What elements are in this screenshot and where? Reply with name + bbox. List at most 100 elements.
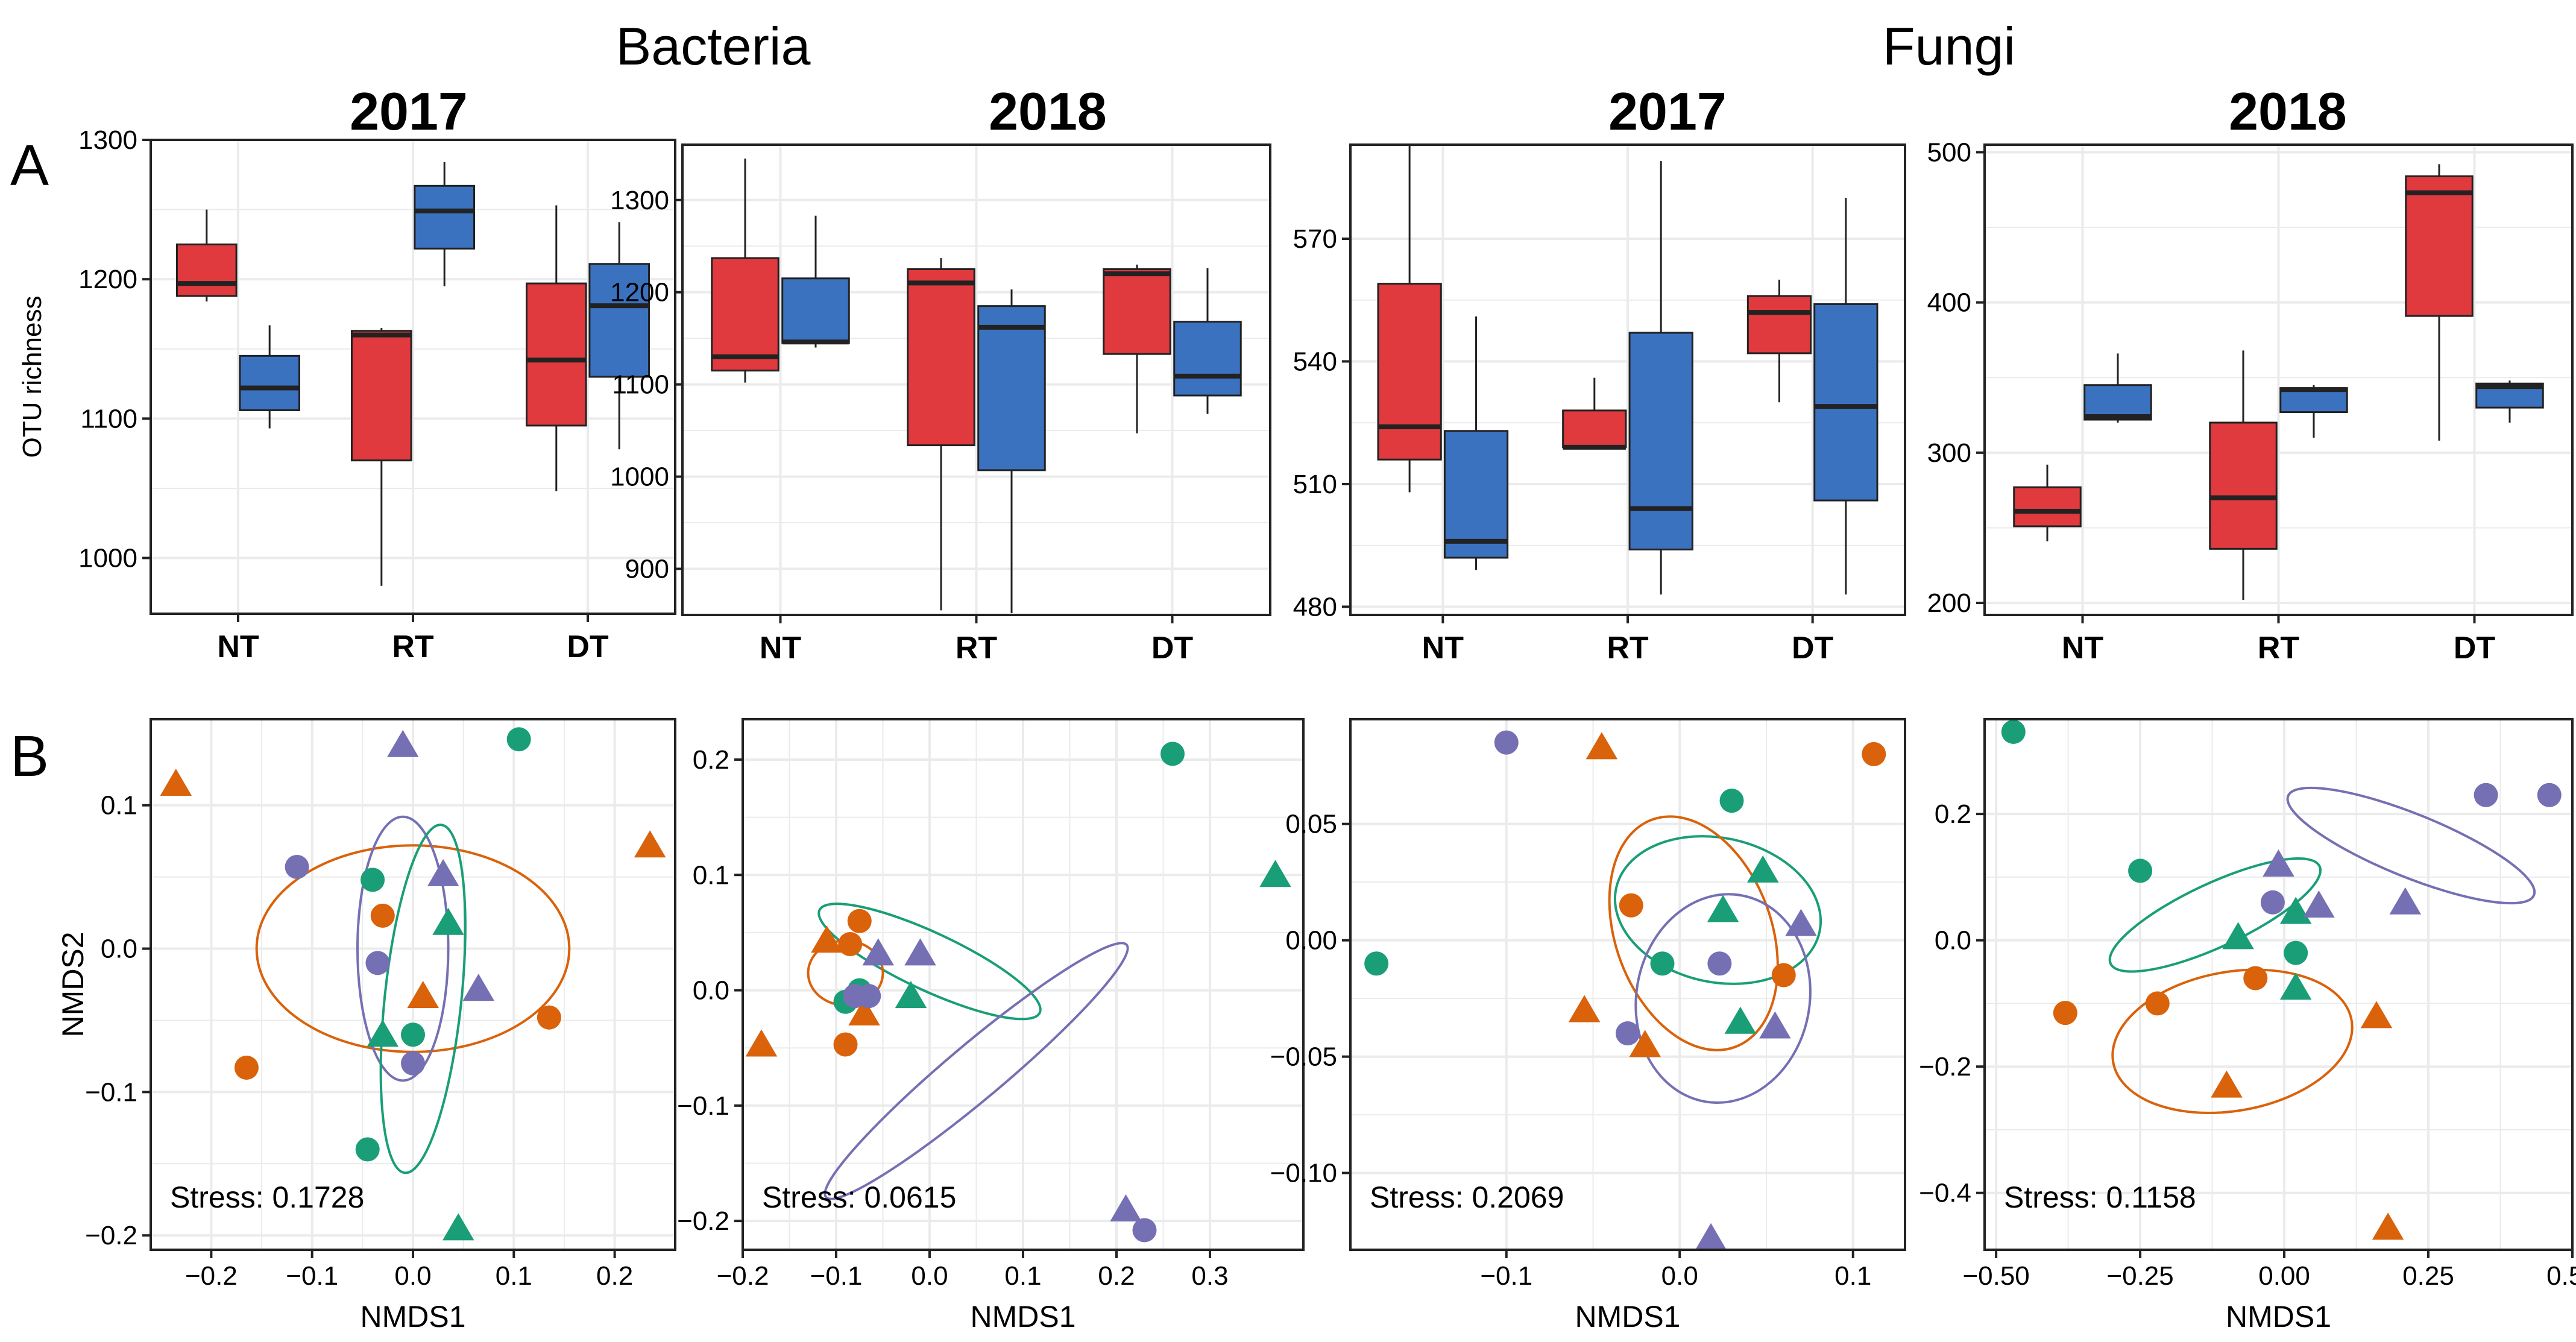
box-body — [1628, 332, 1693, 550]
y-tick-label: 1300 — [610, 186, 669, 215]
x-tick-label: RT — [2258, 631, 2300, 666]
box-body — [1562, 409, 1627, 449]
point-circle-orange — [1771, 963, 1796, 988]
x-axis-label: NMDS1 — [970, 1300, 1075, 1334]
point-triangle-green — [2222, 922, 2254, 950]
boxplot-3: 200 300 400 500 NT RT DT — [1927, 137, 2574, 666]
box-body — [1103, 268, 1171, 355]
point-triangle-purple — [1785, 909, 1817, 936]
point-triangle-green — [895, 981, 927, 1009]
y-tick-label: 300 — [1927, 438, 1971, 468]
panel-label-a: A — [10, 133, 49, 198]
point-circle-orange — [1619, 893, 1643, 918]
point-triangle-purple — [862, 938, 894, 966]
point-triangle-orange — [745, 1029, 778, 1057]
point-circle-orange — [2243, 966, 2268, 991]
point-triangle-purple — [462, 974, 494, 1001]
x-tick-label: −0.25 — [2106, 1261, 2173, 1291]
stress-label: Stress: 0.1728 — [170, 1180, 364, 1214]
y-tick-label: 0.05 — [1285, 810, 1337, 839]
point-triangle-orange — [1586, 732, 1618, 760]
header-bacteria: Bacteria — [616, 16, 811, 76]
point-triangle-purple — [1110, 1194, 1142, 1222]
y-tick-label: −0.1 — [85, 1077, 137, 1107]
box-body — [2083, 384, 2152, 421]
point-circle-green — [1364, 951, 1389, 976]
ellipse-green — [379, 824, 467, 1174]
x-tick-label: NT — [760, 631, 802, 666]
y-tick-label: 1000 — [78, 544, 137, 573]
nmds-3-border — [1983, 718, 2574, 1251]
stress-label: Stress: 0.0615 — [762, 1180, 956, 1214]
boxplot-1: 900 1000 1100 1200 1300 NT RT DT — [610, 143, 1271, 666]
point-circle-green — [361, 868, 385, 892]
point-circle-purple — [401, 1051, 425, 1076]
point-circle-purple — [1494, 730, 1519, 755]
box-body — [526, 282, 587, 427]
point-circle-purple — [1132, 1218, 1157, 1243]
point-triangle-green — [367, 1019, 399, 1047]
y-tick-label: 1100 — [612, 370, 669, 400]
point-triangle-purple — [387, 729, 419, 757]
x-tick-label: −0.1 — [286, 1261, 338, 1291]
point-circle-green — [2284, 940, 2308, 965]
point-circle-green — [1719, 789, 1744, 813]
y-tick-label: 0.0 — [693, 976, 729, 1006]
y-tick-label: −0.4 — [1919, 1179, 1971, 1208]
x-tick-label: RT — [392, 629, 434, 664]
header-fungi: Fungi — [1883, 16, 2015, 76]
y-tick-label: −0.10 — [1270, 1159, 1337, 1188]
nmds-2-border — [1349, 718, 1906, 1251]
y-tick-label: 540 — [1293, 347, 1337, 376]
x-tick-label: 0.1 — [496, 1261, 532, 1291]
nmds-3: Stress: 0.1158 −0.50 −0.25 0.00 0.25 0.50 −0.4… — [1919, 718, 2576, 1334]
nmds-0: Stress: 0.1728 −0.2 −0.1 0.0 0.1 0.2 −0.2 −0.1 0… — [56, 718, 676, 1334]
y-tick-label: 1300 — [78, 125, 137, 155]
ellipse-purple — [824, 942, 1129, 1200]
y-tick-label: 0.2 — [693, 745, 729, 775]
point-circle-purple — [857, 984, 881, 1009]
box-body — [781, 277, 850, 344]
point-triangle-purple — [904, 938, 936, 966]
point-triangle-purple — [2389, 887, 2422, 915]
box-body — [907, 268, 975, 447]
y-tick-label: −0.1 — [677, 1091, 729, 1121]
point-triangle-orange — [2372, 1212, 2404, 1240]
y-tick-label: 480 — [1293, 592, 1337, 622]
point-circle-green — [1650, 951, 1675, 976]
x-tick-label: −0.1 — [1480, 1261, 1532, 1291]
y-tick-label: 0.00 — [1285, 926, 1337, 956]
y-tick-label: 0.2 — [1935, 799, 1971, 829]
x-tick-label: 0.2 — [596, 1261, 633, 1291]
point-triangle-green — [1707, 895, 1739, 922]
y-tick-label: −0.2 — [85, 1221, 137, 1250]
x-tick-label: 0.0 — [911, 1261, 948, 1291]
x-tick-label: 0.2 — [1098, 1261, 1135, 1291]
x-tick-label: −0.1 — [810, 1261, 863, 1291]
point-circle-green — [355, 1137, 380, 1162]
x-tick-label: −0.2 — [185, 1261, 238, 1291]
year-title-bacteria-2017: 2017 — [350, 81, 468, 141]
x-axis-label: NMDS1 — [1575, 1300, 1680, 1334]
point-circle-orange — [838, 932, 863, 957]
point-circle-orange — [370, 903, 395, 928]
x-tick-label: 0.50 — [2546, 1261, 2576, 1291]
nmds-2: Stress: 0.2069 −0.1 0.0 0.1 −0.10 −0.05 0.00 0.… — [1270, 718, 1906, 1334]
box-body — [588, 263, 650, 378]
box-body — [414, 184, 476, 250]
point-triangle-green — [1259, 860, 1291, 887]
box-body — [239, 354, 300, 411]
stress-label: Stress: 0.2069 — [1370, 1180, 1564, 1214]
point-triangle-orange — [634, 830, 666, 858]
box-body — [351, 330, 412, 462]
point-circle-purple — [2260, 890, 2285, 915]
point-triangle-green — [2279, 972, 2312, 1000]
y-tick-label: 1200 — [78, 265, 137, 294]
x-tick-label: 0.00 — [2258, 1261, 2310, 1291]
y-tick-label: 0.1 — [101, 791, 137, 821]
point-circle-green — [2128, 858, 2153, 883]
year-title-bacteria-2018: 2018 — [989, 81, 1107, 141]
x-tick-label: −0.2 — [717, 1261, 769, 1291]
